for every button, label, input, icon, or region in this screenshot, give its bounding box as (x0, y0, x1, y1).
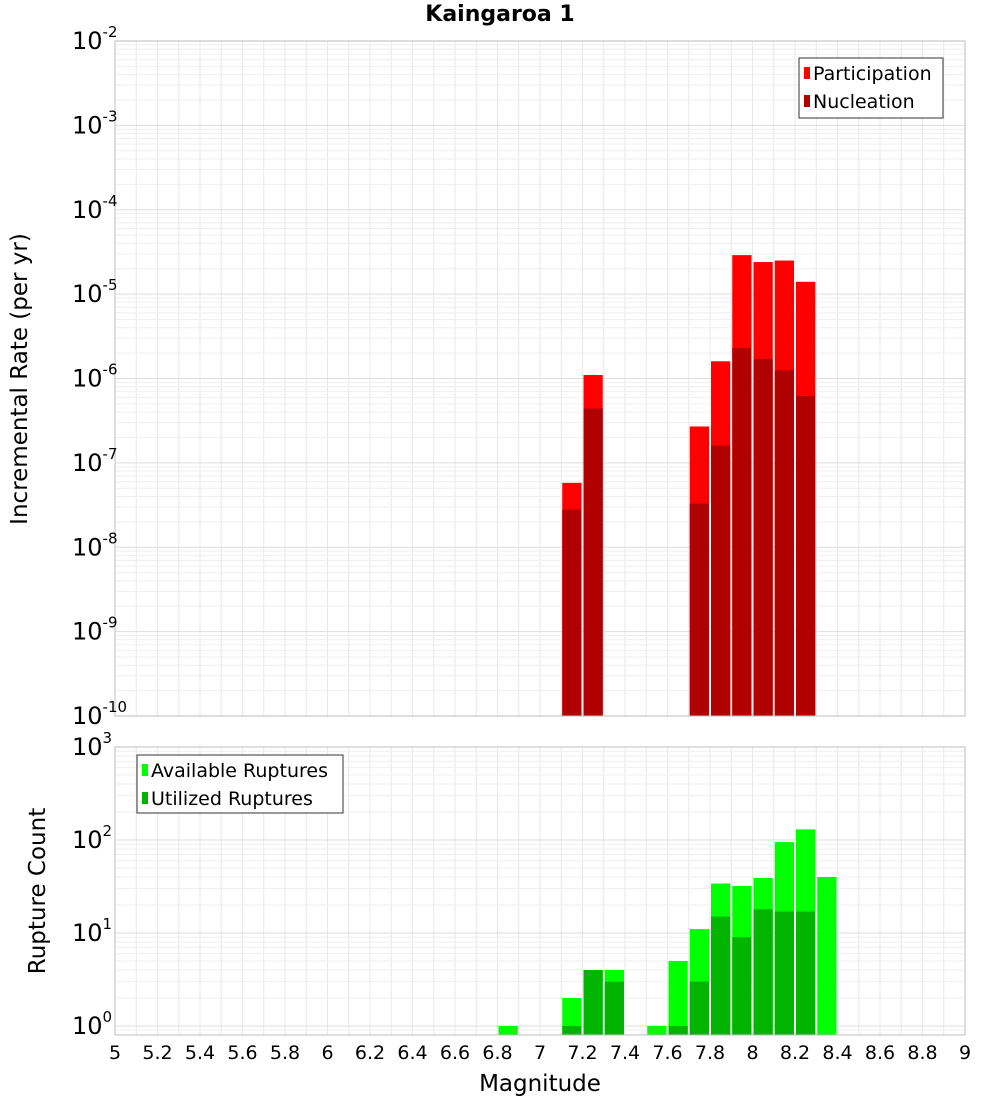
bar (498, 1025, 518, 1035)
y-tick-label: 10-8 (72, 529, 118, 561)
bar (583, 969, 603, 1035)
bar (689, 503, 709, 716)
bar (732, 937, 752, 1035)
series-nucleation (562, 347, 816, 716)
bar (774, 370, 794, 716)
grid (114, 41, 966, 717)
y-tick-label: 10-2 (72, 23, 118, 55)
count-panel: 100 101 102 103 Available Ruptures Utilized R… (72, 729, 966, 1040)
x-tick-label: 5.4 (185, 1042, 215, 1064)
chart-title: Kaingaroa 1 (425, 2, 575, 27)
bar (711, 916, 731, 1035)
rate-panel: 10-10 10-9 10-8 10-7 10-6 10-5 10-4 10-3 10-2 Par… (72, 23, 966, 730)
x-tick-label: 6 (321, 1042, 333, 1064)
bar (753, 909, 773, 1035)
x-tick-label: 8.8 (907, 1042, 937, 1064)
x-tick-label: 7.4 (610, 1042, 640, 1064)
x-tick-label: 6.6 (440, 1042, 470, 1064)
legend: Participation Nucleation (798, 57, 944, 119)
bar (668, 1025, 688, 1035)
bar (774, 911, 794, 1035)
y-tick-label: 10-9 (72, 614, 118, 646)
y-tick-label: 10-3 (72, 107, 118, 139)
bar (562, 509, 582, 716)
y-tick-label: 10-6 (72, 361, 118, 393)
x-tick-label: 5.6 (227, 1042, 257, 1064)
bar (817, 877, 837, 1035)
bar (711, 445, 731, 716)
y-tick-label: 10-7 (72, 445, 118, 477)
x-tick-labels: 5 5.2 5.4 5.6 5.8 6 6.2 6.4 6.6 6.8 7 7.2 7.4 7.6 7.8 8… (109, 1042, 971, 1064)
y-axis-title-rate: Incremental Rate (per yr) (7, 233, 33, 525)
bar (732, 347, 752, 716)
x-tick-label: 8.4 (822, 1042, 852, 1064)
legend: Available Ruptures Utilized Ruptures (136, 754, 344, 814)
bar (753, 359, 773, 716)
legend-label-nucleation: Nucleation (813, 91, 915, 113)
legend-swatch-nucleation (804, 95, 810, 107)
y-tick-label: 101 (72, 915, 112, 947)
x-tick-label: 6.8 (482, 1042, 512, 1064)
x-tick-label: 5.8 (270, 1042, 300, 1064)
bar (562, 997, 582, 1035)
x-tick-label: 6.4 (397, 1042, 427, 1064)
legend-label-participation: Participation (813, 63, 932, 85)
x-tick-label: 7.8 (695, 1042, 725, 1064)
legend-swatch-available-ruptures (142, 764, 148, 776)
x-tick-label: 8.6 (865, 1042, 895, 1064)
y-tick-labels: 10-10 10-9 10-8 10-7 10-6 10-5 10-4 10-3 10-2 (72, 23, 127, 730)
y-tick-label: 103 (72, 729, 112, 761)
bar (668, 960, 688, 1035)
legend-label-utilized-ruptures: Utilized Ruptures (151, 788, 313, 810)
legend-label-available-ruptures: Available Ruptures (151, 760, 328, 782)
y-tick-label: 100 (72, 1008, 112, 1040)
bar (583, 408, 603, 716)
y-tick-label: 102 (72, 822, 112, 854)
bar (604, 981, 624, 1035)
plot-frame (114, 746, 966, 1036)
bar (796, 396, 816, 716)
legend-box (136, 754, 344, 814)
legend-swatch-participation (804, 67, 810, 79)
bar (647, 1025, 667, 1035)
bar (562, 1025, 582, 1035)
y-axis-title-count: Rupture Count (25, 808, 51, 974)
y-tick-labels: 100 101 102 103 (72, 729, 112, 1040)
x-tick-label: 5.2 (142, 1042, 172, 1064)
bar (689, 981, 709, 1035)
series-utilized-ruptures (562, 909, 816, 1035)
x-tick-label: 7 (534, 1042, 546, 1064)
x-tick-label: 7.6 (652, 1042, 682, 1064)
x-axis-title: Magnitude (479, 1071, 601, 1097)
x-tick-label: 7.2 (567, 1042, 597, 1064)
legend-swatch-utilized-ruptures (142, 792, 148, 804)
plot-frame (114, 40, 966, 717)
x-tick-label: 6.2 (355, 1042, 385, 1064)
x-tick-label: 5 (109, 1042, 121, 1064)
y-tick-label: 10-4 (72, 192, 118, 224)
y-tick-label: 10-10 (72, 698, 127, 730)
x-tick-label: 9 (959, 1042, 971, 1064)
x-tick-label: 8 (746, 1042, 758, 1064)
x-tick-label: 8.2 (780, 1042, 810, 1064)
legend-box (798, 57, 944, 119)
y-tick-label: 10-5 (72, 276, 118, 308)
bar (796, 911, 816, 1035)
